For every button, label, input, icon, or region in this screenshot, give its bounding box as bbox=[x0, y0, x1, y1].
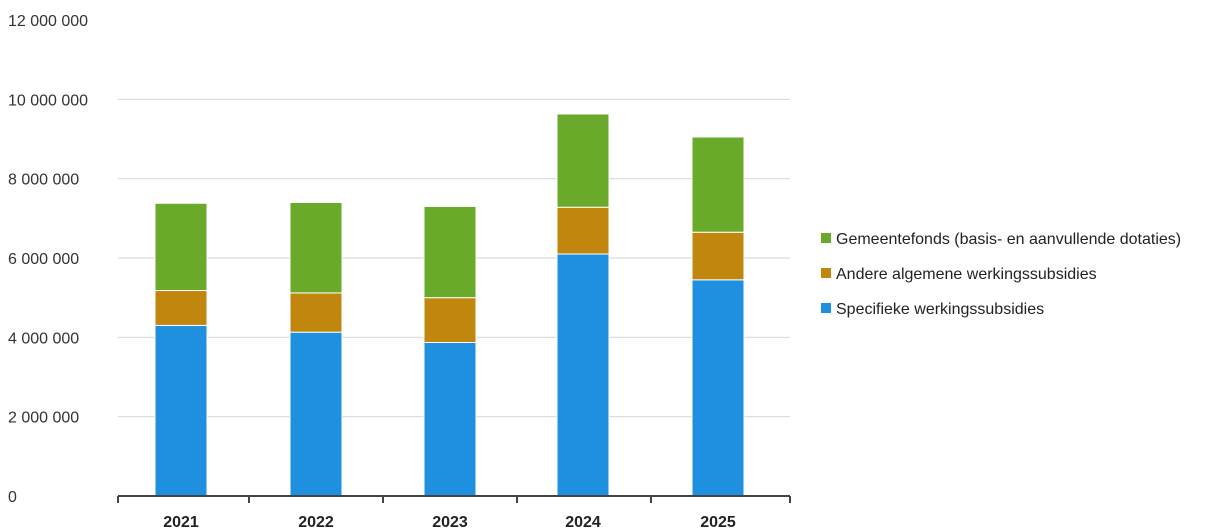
bar-segment bbox=[556, 206, 610, 255]
legend-swatch bbox=[821, 303, 831, 313]
legend-label: Specifieke werkingssubsidies bbox=[836, 301, 1044, 318]
y-tick-label: 0 bbox=[8, 489, 17, 506]
legend-label: Andere algemene werkingssubsidies bbox=[836, 266, 1097, 283]
bar-segment bbox=[289, 201, 343, 294]
bars bbox=[154, 113, 745, 497]
y-tick-label: 8 000 000 bbox=[8, 172, 79, 189]
legend-swatch bbox=[821, 233, 831, 243]
y-tick-label: 2 000 000 bbox=[8, 410, 79, 427]
bar-segment bbox=[289, 292, 343, 333]
legend: Gemeentefonds (basis- en aanvullende dot… bbox=[821, 231, 1181, 318]
bar-segment bbox=[423, 297, 477, 343]
bar-segment bbox=[556, 253, 610, 497]
legend-label: Gemeentefonds (basis- en aanvullende dot… bbox=[836, 231, 1181, 248]
bar-segment bbox=[556, 113, 610, 208]
y-tick-labels: 0 2 000 000 4 000 000 6 000 000 8 000 000 10 … bbox=[8, 13, 88, 506]
x-tick-label: 2022 bbox=[298, 514, 334, 530]
bar-segment bbox=[691, 231, 745, 281]
bar-segment bbox=[154, 202, 208, 292]
y-tick-label: 4 000 000 bbox=[8, 330, 79, 347]
bar-segment bbox=[154, 290, 208, 326]
bar-segment bbox=[423, 205, 477, 299]
bar-segment bbox=[691, 136, 745, 233]
bar-segment bbox=[423, 341, 477, 497]
y-tick-label: 10 000 000 bbox=[8, 92, 88, 109]
x-tick-labels: 2021 2022 2023 2024 2025 bbox=[163, 514, 736, 530]
y-tick-label: 6 000 000 bbox=[8, 251, 79, 268]
x-tick-label: 2025 bbox=[700, 514, 736, 530]
bar-segment bbox=[154, 324, 208, 497]
y-tick-label: 12 000 000 bbox=[8, 13, 88, 30]
x-tick-label: 2021 bbox=[163, 514, 199, 530]
x-tick-label: 2023 bbox=[432, 514, 468, 530]
bar-segment bbox=[691, 279, 745, 497]
legend-swatch bbox=[821, 268, 831, 278]
x-tick-label: 2024 bbox=[565, 514, 601, 530]
axes bbox=[117, 495, 791, 503]
bar-segment bbox=[289, 331, 343, 497]
